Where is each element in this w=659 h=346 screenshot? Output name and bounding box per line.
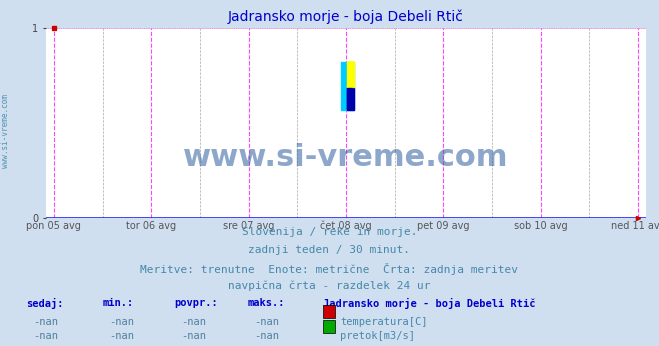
Text: pretok[m3/s]: pretok[m3/s] xyxy=(340,331,415,342)
Text: -nan: -nan xyxy=(181,331,206,342)
Bar xyxy=(341,62,354,110)
Text: www.si-vreme.com: www.si-vreme.com xyxy=(183,143,509,172)
Bar xyxy=(347,88,354,110)
Text: zadnji teden / 30 minut.: zadnji teden / 30 minut. xyxy=(248,245,411,255)
Polygon shape xyxy=(347,88,354,110)
Text: -nan: -nan xyxy=(109,331,134,342)
Text: min.:: min.: xyxy=(102,298,133,308)
Text: navpična črta - razdelek 24 ur: navpična črta - razdelek 24 ur xyxy=(228,281,431,291)
Text: -nan: -nan xyxy=(33,331,58,342)
Bar xyxy=(347,62,354,88)
Title: Jadransko morje - boja Debeli Rtič: Jadransko morje - boja Debeli Rtič xyxy=(228,9,464,24)
Text: -nan: -nan xyxy=(181,317,206,327)
Text: -nan: -nan xyxy=(33,317,58,327)
Text: www.si-vreme.com: www.si-vreme.com xyxy=(1,94,10,169)
Text: Meritve: trenutne  Enote: metrične  Črta: zadnja meritev: Meritve: trenutne Enote: metrične Črta: … xyxy=(140,263,519,275)
Text: maks.:: maks.: xyxy=(247,298,285,308)
Text: -nan: -nan xyxy=(254,317,279,327)
Text: Slovenija / reke in morje.: Slovenija / reke in morje. xyxy=(242,227,417,237)
Text: povpr.:: povpr.: xyxy=(175,298,218,308)
Text: -nan: -nan xyxy=(109,317,134,327)
Polygon shape xyxy=(347,62,354,88)
Text: sedaj:: sedaj: xyxy=(26,298,64,309)
Text: temperatura[C]: temperatura[C] xyxy=(340,317,428,327)
Text: -nan: -nan xyxy=(254,331,279,342)
Text: Jadransko morje - boja Debeli Rtič: Jadransko morje - boja Debeli Rtič xyxy=(323,298,535,309)
